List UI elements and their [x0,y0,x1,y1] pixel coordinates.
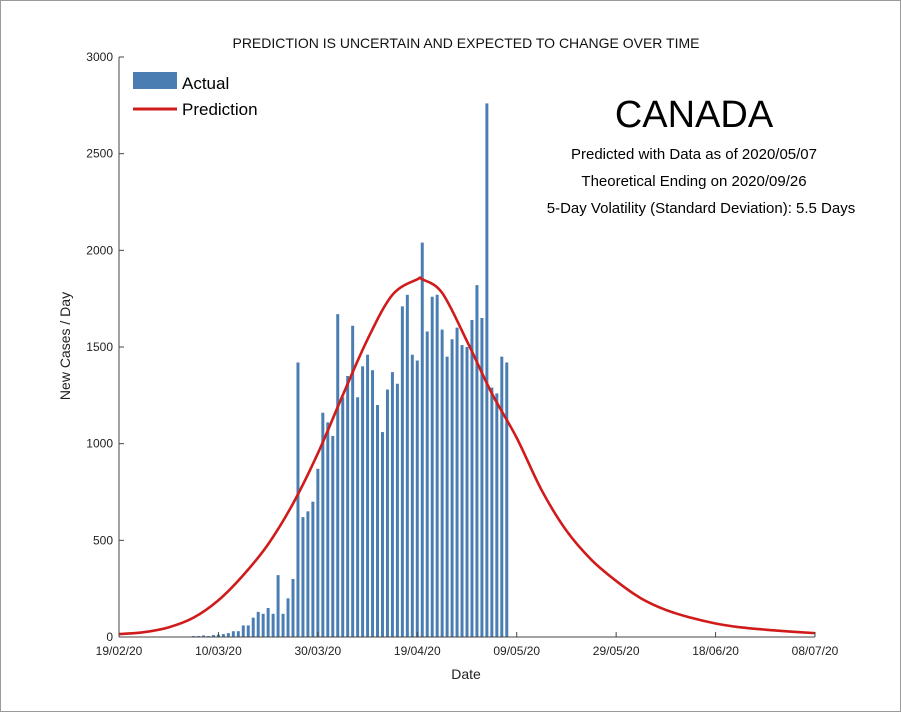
bar-actual [440,329,444,637]
bar-actual [321,412,325,637]
bar-actual [331,435,335,637]
bar-actual [480,318,484,637]
bar-actual [395,383,399,637]
bar-actual [281,613,285,637]
bar-actual [291,579,295,637]
bar-actual [390,372,394,637]
line-series-prediction [118,276,816,636]
bar-actual [301,517,305,637]
y-tick-label: 500 [93,533,113,547]
annotation-block: CANADA Predicted with Data as of 2020/05… [547,94,855,217]
x-tick-label: 19/04/20 [394,644,441,658]
bar-actual [410,354,414,637]
annotation-data-date: Predicted with Data as of 2020/05/07 [571,146,817,163]
y-tick-label: 1000 [86,437,113,451]
bar-actual [311,501,315,637]
y-tick-label: 2000 [86,243,113,257]
bar-actual [241,625,245,637]
x-tick-label: 10/03/20 [195,644,242,658]
y-axis-ticks: 0 500 1000 1500 2000 2500 3000 [86,50,124,644]
bar-actual [425,331,429,637]
bar-actual [202,635,205,637]
bar-actual [336,314,340,637]
bar-actual [211,635,215,637]
x-tick-label: 30/03/20 [294,644,341,658]
y-tick-label: 1500 [86,340,113,354]
bar-actual [231,631,235,637]
x-axis-label: Date [451,666,481,682]
bar-actual [495,393,499,637]
bar-actual [435,294,439,637]
bar-actual [271,613,275,637]
bar-actual [450,339,454,637]
bar-actual [266,608,270,637]
y-tick-label: 0 [106,630,113,644]
x-axis-ticks: 19/02/20 10/03/20 30/03/20 19/04/20 09/05/20… [96,632,839,658]
annotation-volatility: 5-Day Volatility (Standard Deviation): 5… [547,200,855,217]
bar-actual [420,242,424,637]
bar-actual [490,387,494,637]
bar-actual [276,575,280,637]
bar-actual [361,366,365,637]
bar-actual [485,103,489,637]
bar-actual [226,633,230,637]
bar-actual [356,397,360,637]
bar-actual [385,389,389,637]
legend: Actual Prediction [133,72,258,119]
legend-swatch-actual [133,72,177,89]
bar-actual [475,285,479,637]
chart-title: PREDICTION IS UNCERTAIN AND EXPECTED TO … [232,35,699,51]
bar-actual [455,327,459,637]
x-tick-label: 09/05/20 [493,644,540,658]
bar-actual [415,360,419,637]
bar-actual [351,325,355,637]
country-name: CANADA [615,94,774,136]
bar-actual [445,356,449,637]
bar-series-actual [192,103,509,637]
bar-actual [221,634,225,637]
bar-actual [465,347,469,637]
bar-actual [326,422,330,637]
bar-actual [380,432,384,637]
y-tick-label: 2500 [86,147,113,161]
x-tick-label: 08/07/20 [792,644,839,658]
bar-actual [286,598,290,637]
bar-actual [376,405,379,637]
bar-actual [306,511,310,637]
bar-actual [366,354,370,637]
bar-actual [505,362,509,637]
legend-label-prediction: Prediction [182,100,258,119]
bar-actual [470,319,474,637]
bar-actual [400,306,404,637]
bar-actual [346,376,350,637]
bar-actual [246,625,250,637]
bar-actual [236,631,240,637]
x-tick-label: 29/05/20 [593,644,640,658]
legend-label-actual: Actual [182,74,229,93]
bar-actual [251,617,255,637]
bar-actual [371,370,375,637]
annotation-ending-date: Theoretical Ending on 2020/09/26 [581,173,806,190]
bar-actual [430,296,434,637]
bar-actual [256,611,260,637]
bar-actual [405,294,409,637]
bar-actual [261,613,265,637]
y-axis-label: New Cases / Day [57,292,73,400]
y-tick-label: 3000 [86,50,113,64]
bar-actual [500,356,504,637]
bar-actual [460,345,464,637]
x-tick-label: 18/06/20 [692,644,739,658]
bar-actual [296,362,300,637]
bar-actual [341,397,345,637]
bar-actual [316,468,320,637]
prediction-line [118,276,816,636]
x-tick-label: 19/02/20 [96,644,143,658]
